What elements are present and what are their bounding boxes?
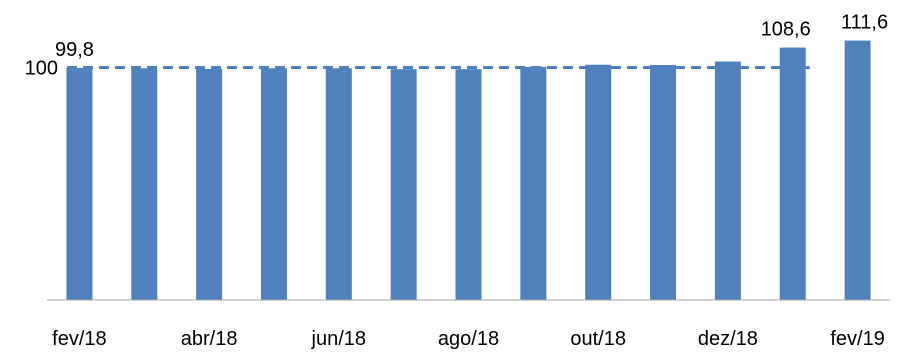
- bar-fev-18: [66, 68, 93, 300]
- x-tick-label-jun-18: jun/18: [311, 328, 367, 350]
- x-tick-label-dez-18: dez/18: [698, 328, 758, 350]
- bar-mar-18: [131, 68, 158, 300]
- bar-out-18: [585, 64, 612, 300]
- bar-fev-19: [844, 40, 871, 300]
- bar-jun-18: [325, 68, 352, 300]
- x-tick-labels-group: fev/18 abr/18 jun/18 ago/18 out/18 dez/18 fev/…: [52, 328, 885, 350]
- data-label-jan-19: 108,6: [761, 19, 811, 41]
- x-tick-label-fev-18: fev/18: [52, 328, 106, 350]
- bar-jul-18: [390, 69, 417, 300]
- reference-line-label: 100: [25, 58, 58, 80]
- x-tick-label-ago-18: ago/18: [438, 328, 499, 350]
- bar-dez-18: [714, 61, 741, 300]
- x-tick-label-fev-19: fev/19: [830, 328, 884, 350]
- bar-mai-18: [260, 68, 287, 300]
- bars-group: [66, 40, 871, 301]
- bar-abr-18: [196, 68, 223, 300]
- bar-jan-19: [779, 47, 806, 301]
- data-label-fev-19: 111,6: [841, 12, 888, 34]
- bar-ago-18: [455, 69, 482, 300]
- bar-nov-18: [650, 64, 677, 300]
- data-labels-group: 99,8 108,6 111,6: [55, 12, 888, 61]
- data-label-fev-18: 99,8: [55, 39, 94, 61]
- bar-set-18: [520, 66, 547, 300]
- x-tick-label-abr-18: abr/18: [181, 328, 238, 350]
- x-tick-label-out-18: out/18: [570, 328, 626, 350]
